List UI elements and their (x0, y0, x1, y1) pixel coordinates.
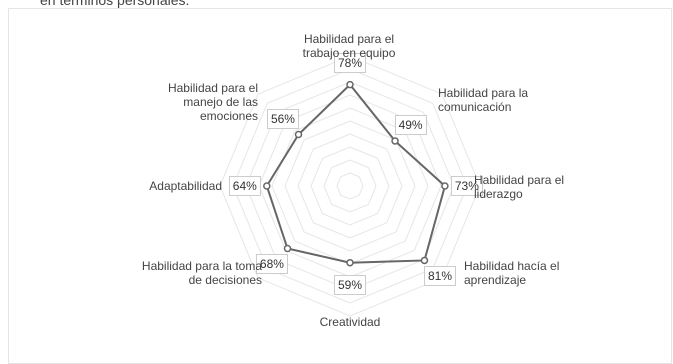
axis-label: Adaptabilidad (149, 179, 222, 193)
grid-ring (336, 172, 364, 200)
data-point (420, 256, 429, 265)
value-label: 68% (255, 254, 288, 275)
value-label: 59% (333, 274, 367, 295)
axis-label: Habilidad para la toma de decisiones (141, 259, 262, 287)
data-point (294, 130, 303, 139)
data-point (346, 258, 354, 267)
axis-label: Habilidad para el manejo de las emocione… (167, 81, 258, 123)
grid-ring (310, 146, 390, 226)
data-point (391, 137, 399, 145)
data-point (263, 182, 271, 190)
data-point (346, 80, 354, 89)
value-label: 81% (423, 266, 457, 286)
grid-ring (297, 133, 403, 239)
value-label: 73% (450, 176, 483, 196)
axis-label: Habilidad para la comunicación (438, 86, 529, 114)
grid-ring (232, 68, 468, 304)
axis-label: Habilidad hacía el aprendizaje (464, 259, 560, 287)
value-label: 56% (266, 108, 299, 129)
axis-label: Habilidad para el liderazgo (474, 173, 565, 201)
axis-label: Habilidad para el trabajo en equipo (302, 32, 396, 60)
value-label: 78% (333, 52, 367, 73)
value-label: 64% (228, 176, 261, 196)
data-point (283, 244, 292, 253)
value-label: 49% (394, 115, 427, 136)
subtitle: en términos personales. (40, 0, 190, 8)
grid-ring (219, 55, 481, 317)
grid-ring (284, 120, 416, 252)
grid-ring (323, 159, 377, 213)
axis-label: Creatividad (319, 315, 381, 329)
data-point (441, 182, 449, 190)
